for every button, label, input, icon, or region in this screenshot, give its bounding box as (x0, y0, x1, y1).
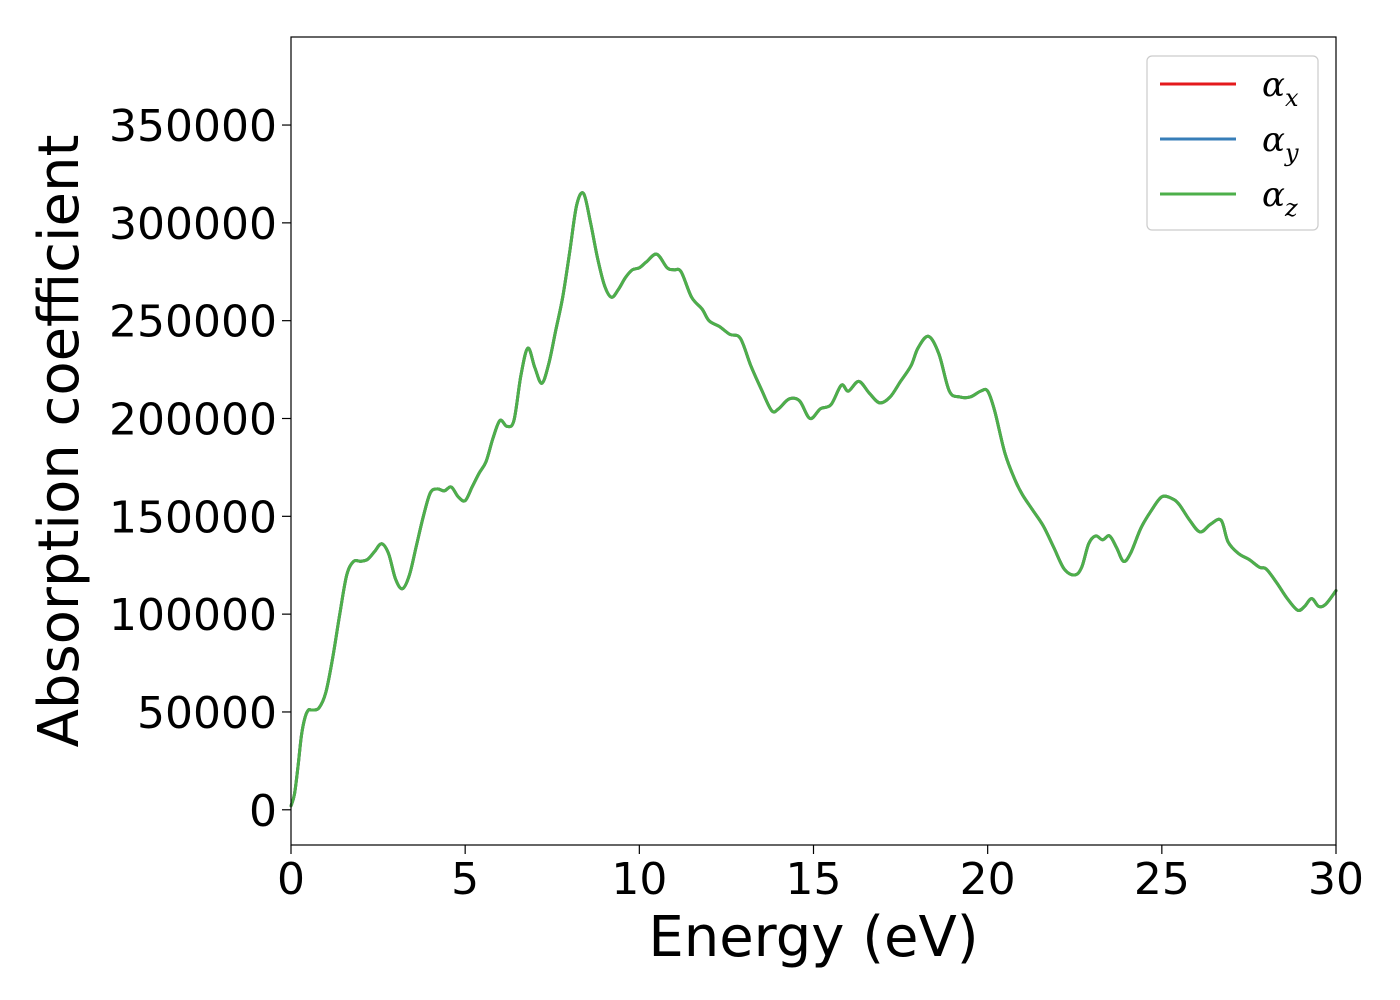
x-tick-label: 5 (451, 854, 479, 905)
y-tick-label: 200000 (109, 395, 277, 446)
legend-label-alpha-y: αy (1262, 120, 1299, 167)
legend-label-subscript: z (1284, 194, 1298, 222)
series-line-alpha-y (289, 191, 1338, 808)
y-tick-label: 150000 (109, 492, 277, 543)
series-line-alpha-z (289, 191, 1338, 808)
y-axis-ticks: 0 50000 100000 150000 200000 250000 300000 3500… (109, 101, 291, 837)
legend-label-base: α (1262, 175, 1285, 215)
y-tick-label: 100000 (109, 590, 277, 641)
x-tick-label: 15 (786, 854, 842, 905)
series-line-alpha-x (289, 191, 1338, 808)
x-tick-label: 10 (611, 854, 667, 905)
x-tick-label: 30 (1308, 854, 1364, 905)
y-tick-label: 350000 (109, 101, 277, 152)
x-axis-ticks: 0 5 10 15 20 25 30 (277, 845, 1364, 905)
y-axis-label: Absorption coefficient (27, 135, 92, 748)
x-axis-label: Energy (eV) (648, 905, 978, 970)
plot-area (289, 191, 1338, 808)
legend-label-subscript: y (1284, 139, 1299, 167)
y-tick-label: 50000 (137, 688, 277, 739)
y-tick-label: 250000 (109, 297, 277, 348)
legend-label-alpha-x: αx (1262, 65, 1299, 112)
x-tick-label: 25 (1134, 854, 1190, 905)
legend-box (1146, 55, 1319, 231)
legend-label-subscript: x (1285, 84, 1299, 112)
x-tick-label: 0 (277, 854, 305, 905)
legend-label-base: α (1262, 65, 1285, 105)
legend-label-base: α (1262, 120, 1285, 160)
x-tick-label: 20 (960, 854, 1016, 905)
y-tick-label: 300000 (109, 199, 277, 250)
axes-frame (290, 36, 1337, 846)
y-tick-label: 0 (249, 786, 277, 837)
legend-label-alpha-z: αz (1262, 175, 1298, 222)
